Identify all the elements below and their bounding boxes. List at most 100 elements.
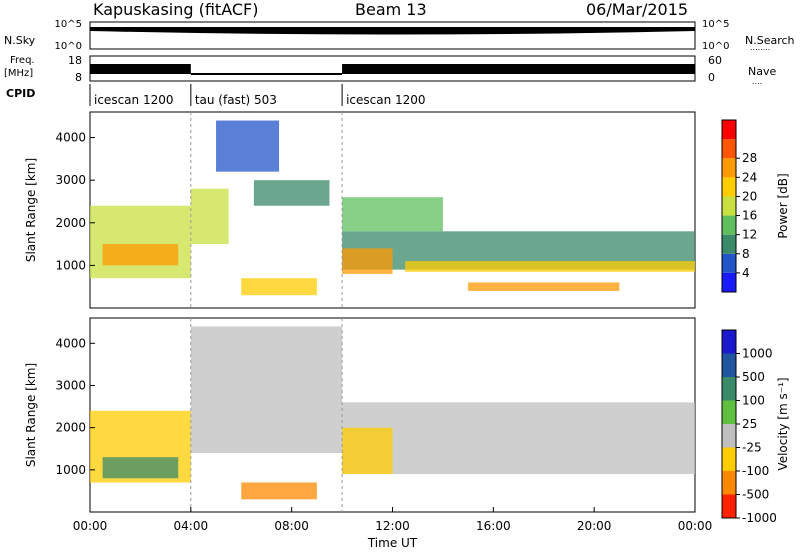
cpid-segment-label-2: tau (fast) 503: [195, 93, 277, 107]
power-echo-region-5: [253, 180, 330, 206]
velocity-scale-swatch-7: [722, 471, 736, 495]
power-scale-swatch-8: [722, 139, 736, 159]
power-echo-region-1: [90, 205, 191, 279]
power-colorbar: 4 8 12 16 20 24 28 Power [dB]: [721, 119, 790, 293]
velocity-scale-tick-label-7: -500: [742, 488, 769, 502]
nsky-trace: [90, 27, 695, 35]
velocity-scale-swatch-6: [722, 447, 736, 471]
velocity-echo-region-6: [342, 427, 393, 475]
velocity-echo-region-5: [342, 402, 695, 475]
power-scale-swatch-3: [722, 234, 736, 254]
power-scale-tick-label-7: 28: [742, 151, 757, 165]
date-title: 06/Mar/2015: [586, 0, 689, 19]
power-scale-tick-label-3: 12: [742, 228, 757, 242]
power-scale-swatch-4: [722, 215, 736, 235]
power-ylabel: Slant Range [km]: [24, 158, 38, 262]
velocity-scale-tick-label-5: -25: [742, 441, 762, 455]
xlabel: Time UT: [367, 536, 418, 550]
xtick-label-4: 12:00: [375, 519, 410, 533]
velocity-scale-tick-label-3: 100: [742, 394, 765, 408]
nsky-label: N.Sky: [4, 34, 36, 47]
time-axis: 00:00 04:00 08:00 12:00 16:00 20:00 00:00 Time …: [73, 507, 713, 550]
power-scale-tick-label-2: 8: [742, 247, 750, 261]
power-scale-tick-label-6: 24: [742, 170, 757, 184]
freq-label: Freq.: [10, 55, 35, 66]
cpid-segment-label-3: icescan 1200: [346, 93, 425, 107]
power-scale-frame: [721, 119, 737, 293]
power-scale-swatch-2: [722, 253, 736, 273]
velocity-scale-swatch-2: [722, 353, 736, 377]
freq-trace-segment-3: [342, 64, 695, 74]
power-ytick-label-3: 3000: [55, 173, 86, 187]
velocity-echo-region-4: [241, 482, 317, 500]
velocity-ytick-label-4: 4000: [55, 336, 86, 350]
xtick-label-6: 20:00: [577, 519, 612, 533]
nsky-tick-low: 10^0: [55, 41, 82, 52]
power-scale-swatch-9: [722, 120, 736, 140]
power-echo-region-4: [216, 120, 280, 172]
velocity-panel: 1000 2000 3000 4000 Slant Range [km]: [24, 317, 696, 513]
beam-title: Beam 13: [355, 0, 427, 19]
velocity-ytick-label-1: 1000: [55, 463, 86, 477]
velocity-echo-region-2: [102, 457, 179, 479]
nsearch-tick-high: 10^5: [702, 19, 729, 30]
xtick-label-2: 04:00: [174, 519, 209, 533]
velocity-scale-swatch-8: [722, 494, 736, 518]
freq-tick-high: 18: [68, 54, 82, 67]
velocity-ytick-label-3: 3000: [55, 378, 86, 392]
power-scale-swatch-6: [722, 177, 736, 197]
power-scale-swatch-1: [722, 272, 736, 292]
power-echo-region-10: [405, 261, 695, 272]
freq-tick-low: 8: [75, 71, 82, 84]
power-echo-region-2: [102, 244, 179, 266]
power-echo-region-8: [342, 197, 443, 232]
power-scale-tick-label-4: 16: [742, 209, 757, 223]
velocity-scale-label: Velocity [m s⁻¹]: [776, 377, 790, 470]
velocity-scale-swatch-5: [722, 424, 736, 448]
nave-label: Nave: [748, 65, 776, 78]
power-echo-region-6: [241, 278, 317, 296]
xtick-label-1: 00:00: [73, 519, 108, 533]
freq-trace-segment-1: [90, 64, 191, 74]
power-scale-tick-label-1: 4: [742, 266, 750, 280]
nsearch-label: N.Search: [745, 34, 795, 47]
velocity-scale-tick-label-8: -1000: [742, 511, 777, 525]
nave-tick-low: 0: [708, 71, 715, 84]
velocity-scale-tick-label-1: 1000: [742, 347, 773, 361]
power-panel: 1000 2000 3000 4000 Slant Range [km]: [24, 111, 696, 309]
power-scale-swatch-7: [722, 158, 736, 178]
xtick-label-7: 00:00: [678, 519, 713, 533]
xtick-label-5: 16:00: [476, 519, 511, 533]
power-ytick-label-4: 4000: [55, 131, 86, 145]
parameter-strips: N.Sky 10^5 10^0 10^5 10^0 N.Search........ Fre…: [4, 19, 795, 107]
nave-dots: ....: [752, 77, 762, 86]
nsky-frame: [89, 21, 696, 50]
power-echo-region-11: [468, 282, 620, 291]
power-scale-label: Power [dB]: [776, 173, 790, 238]
velocity-scale-swatch-3: [722, 377, 736, 401]
station-title: Kapuskasing (fitACF): [93, 0, 259, 19]
velocity-scale-tick-label-6: -100: [742, 464, 769, 478]
velocity-ytick-label-2: 2000: [55, 421, 86, 435]
power-echo-region-3: [190, 188, 229, 245]
nave-tick-high: 60: [708, 54, 722, 67]
velocity-scale-tick-label-4: 25: [742, 417, 757, 431]
nsky-tick-high: 10^5: [55, 19, 82, 30]
power-echo-region-9: [342, 248, 393, 274]
xtick-label-3: 08:00: [274, 519, 309, 533]
velocity-scale-swatch-4: [722, 400, 736, 424]
power-scale-swatch-5: [722, 196, 736, 216]
freq-unit-label: [MHz]: [4, 68, 33, 79]
velocity-ylabel: Slant Range [km]: [24, 363, 38, 467]
power-ytick-label-2: 2000: [55, 216, 86, 230]
velocity-echo-region-3: [190, 326, 343, 453]
nsearch-dots: ........: [750, 43, 770, 52]
velocity-colorbar: 1000 500 100 25 -25 -100 -500 -1000 Velocity [m …: [721, 329, 790, 525]
nsearch-tick-low: 10^0: [702, 41, 729, 52]
cpid-segment-label-1: icescan 1200: [94, 93, 173, 107]
velocity-scale-swatch-1: [722, 330, 736, 354]
cpid-label: CPID: [6, 87, 35, 100]
power-scale-tick-label-5: 20: [742, 189, 757, 203]
velocity-scale-tick-label-2: 500: [742, 370, 765, 384]
